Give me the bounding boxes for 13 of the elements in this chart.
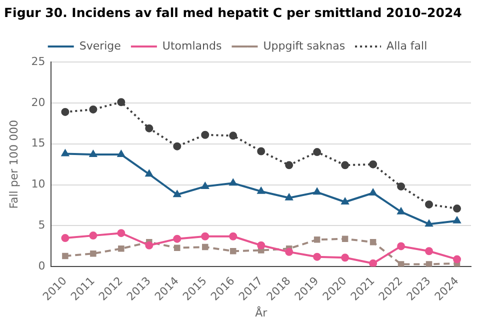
legend-label: Sverige: [79, 39, 122, 52]
y-tick-label: 10: [31, 178, 46, 191]
y-tick-label: 0: [38, 260, 46, 273]
chart-title: Figur 30. Incidens av fall med hepatit C per smittland 2010–2024: [4, 4, 462, 20]
y-tick-label: 25: [31, 54, 46, 68]
legend-label: Alla fall: [386, 39, 428, 52]
x-axis-title: År: [255, 305, 268, 320]
y-tick-label: 15: [31, 136, 46, 150]
legend-label: Utomlands: [162, 39, 222, 52]
y-axis-title: Fall per 100 000: [7, 120, 20, 209]
legend-label: Uppgift saknas: [263, 39, 346, 52]
y-tick-label: 5: [38, 218, 46, 232]
y-tick-label: 20: [31, 96, 46, 109]
